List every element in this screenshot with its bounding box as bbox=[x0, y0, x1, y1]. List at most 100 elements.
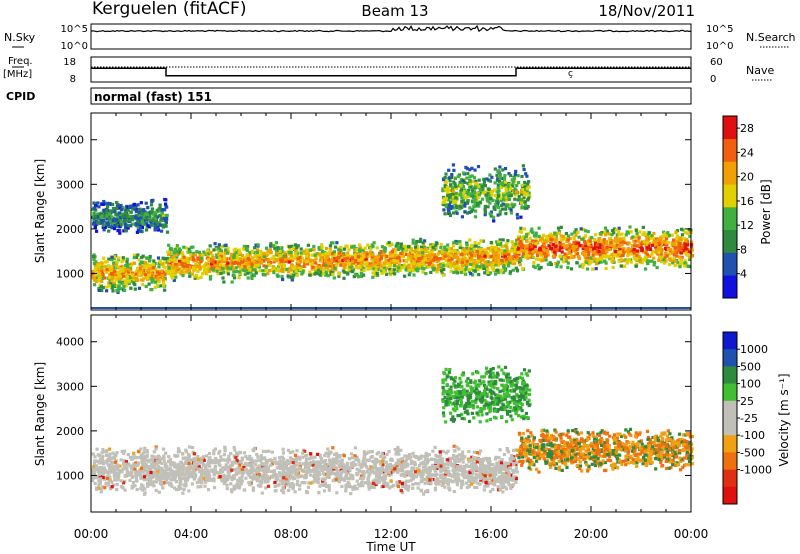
range-cell bbox=[455, 186, 459, 190]
range-cell bbox=[140, 269, 144, 273]
range-cell bbox=[168, 261, 172, 265]
range-cell bbox=[522, 191, 526, 195]
range-cell bbox=[663, 253, 667, 257]
range-cell bbox=[110, 258, 114, 262]
range-cell bbox=[447, 203, 451, 207]
range-cell bbox=[433, 457, 437, 461]
range-cell bbox=[355, 266, 359, 270]
range-cell bbox=[494, 245, 498, 249]
range-cell bbox=[503, 269, 507, 273]
range-cell bbox=[184, 270, 188, 274]
range-cell bbox=[198, 253, 202, 257]
range-cell bbox=[314, 256, 318, 260]
range-cell bbox=[564, 245, 568, 249]
range-cell bbox=[187, 271, 191, 275]
range-cell bbox=[659, 259, 664, 263]
range-cell bbox=[299, 247, 303, 251]
range-cell bbox=[474, 179, 478, 183]
range-cell bbox=[524, 203, 528, 207]
range-cell bbox=[657, 258, 661, 262]
range-cell bbox=[100, 214, 104, 218]
range-cell bbox=[442, 208, 446, 212]
range-cell bbox=[341, 256, 345, 260]
range-cell bbox=[564, 232, 568, 236]
range-cell bbox=[175, 265, 179, 269]
range-cell bbox=[129, 210, 133, 214]
range-cell bbox=[449, 193, 453, 197]
range-cell bbox=[190, 272, 194, 276]
range-cell bbox=[322, 256, 326, 260]
range-cell bbox=[488, 271, 493, 275]
range-cell bbox=[536, 263, 540, 267]
range-cell bbox=[107, 268, 111, 273]
range-cell bbox=[172, 251, 176, 255]
range-cell bbox=[294, 463, 299, 467]
range-cell bbox=[435, 241, 439, 246]
range-cell bbox=[396, 245, 400, 250]
range-cell bbox=[211, 255, 215, 259]
station-title: Kerguelen (fitACF) bbox=[92, 0, 246, 19]
range-cell bbox=[511, 268, 515, 272]
range-cell bbox=[510, 203, 514, 207]
range-cell bbox=[453, 266, 457, 271]
range-cell bbox=[407, 273, 411, 277]
range-cell bbox=[97, 287, 101, 291]
range-cell bbox=[283, 258, 287, 262]
range-cell bbox=[374, 265, 379, 269]
range-cell bbox=[177, 250, 181, 254]
range-cell bbox=[452, 201, 456, 205]
range-cell bbox=[636, 258, 640, 262]
range-cell bbox=[472, 176, 477, 180]
range-cell bbox=[451, 190, 455, 194]
range-cell bbox=[431, 264, 435, 268]
range-cell bbox=[91, 274, 95, 278]
range-cell bbox=[131, 218, 135, 222]
range-cell bbox=[117, 273, 121, 277]
range-cell bbox=[521, 164, 525, 168]
range-cell bbox=[410, 253, 415, 257]
range-cell bbox=[100, 457, 105, 461]
range-cell bbox=[617, 245, 621, 249]
range-cell bbox=[607, 232, 611, 236]
range-cell bbox=[300, 272, 304, 276]
range-cell bbox=[466, 188, 470, 193]
range-cell bbox=[188, 274, 192, 278]
range-cell bbox=[459, 183, 463, 188]
range-cell bbox=[288, 451, 292, 455]
range-cell bbox=[353, 260, 358, 264]
range-cell bbox=[440, 250, 444, 254]
range-cell bbox=[419, 257, 423, 261]
range-cell bbox=[375, 258, 379, 262]
range-cell bbox=[174, 267, 178, 271]
range-cell bbox=[511, 258, 515, 262]
range-cell bbox=[219, 268, 223, 272]
range-cell bbox=[574, 249, 578, 253]
range-cell bbox=[123, 488, 127, 492]
range-cell bbox=[381, 463, 385, 467]
range-cell bbox=[452, 168, 456, 172]
range-cell bbox=[626, 254, 630, 258]
range-cell bbox=[629, 252, 633, 256]
range-cell bbox=[462, 257, 466, 262]
range-cell bbox=[334, 264, 338, 268]
range-cell bbox=[497, 464, 501, 468]
range-cell bbox=[207, 269, 211, 273]
range-cell bbox=[644, 251, 648, 255]
cpid-value: normal (fast) 151 bbox=[94, 90, 212, 104]
range-cell bbox=[663, 261, 667, 265]
range-cell bbox=[334, 257, 338, 261]
range-cell bbox=[156, 276, 160, 280]
range-cell bbox=[443, 245, 447, 249]
range-cell bbox=[477, 204, 481, 208]
range-cell bbox=[240, 475, 244, 479]
range-cell bbox=[469, 262, 473, 266]
range-cell bbox=[159, 269, 163, 273]
range-cell bbox=[298, 267, 302, 271]
range-cell bbox=[234, 251, 238, 255]
range-cell bbox=[135, 230, 139, 234]
range-cell bbox=[665, 254, 669, 258]
range-cell bbox=[322, 261, 326, 266]
range-cell bbox=[138, 226, 142, 230]
range-cell bbox=[510, 240, 514, 244]
